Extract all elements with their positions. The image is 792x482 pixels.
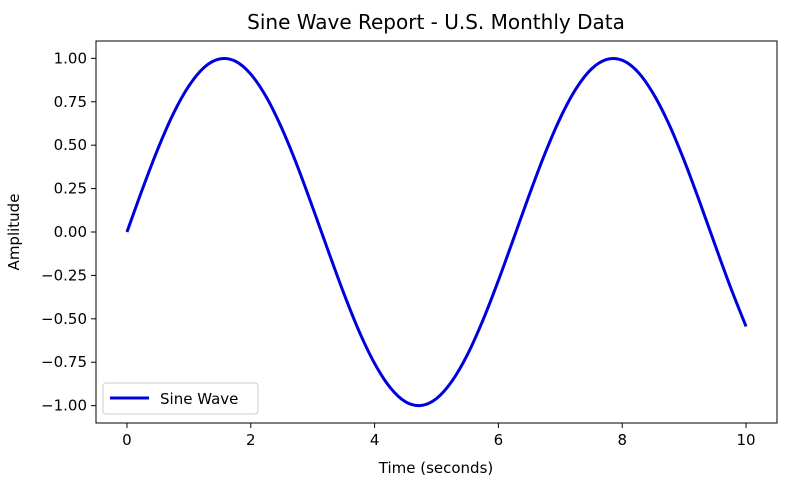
x-tick-label: 2: [246, 431, 256, 449]
y-axis: 1.00 0.75 0.50 0.25 0.00 −0.25 −0.50 −0.75 −1.00: [41, 49, 96, 415]
x-tick-label: 8: [617, 431, 627, 449]
y-tick-label: 0.00: [54, 223, 87, 241]
chart-title: Sine Wave Report - U.S. Monthly Data: [247, 10, 625, 34]
x-tick-label: 0: [122, 431, 132, 449]
y-tick-label: −0.50: [41, 310, 87, 328]
series-line-sine-wave: [125, 56, 748, 408]
y-tick-label: −1.00: [41, 397, 87, 415]
x-axis: 0 2 4 6 8 10: [122, 423, 756, 449]
x-tick-label: 4: [370, 431, 380, 449]
y-tick-label: 0.50: [54, 136, 87, 154]
plot-area: [125, 56, 748, 408]
legend-label-sine-wave: Sine Wave: [160, 390, 238, 408]
y-tick-label: −0.25: [41, 266, 87, 284]
y-axis-label: Amplitude: [5, 194, 23, 271]
x-tick-label: 6: [494, 431, 504, 449]
y-tick-label: 0.75: [54, 93, 87, 111]
legend-box: [102, 382, 259, 415]
x-tick-label: 10: [736, 431, 755, 449]
y-tick-label: 0.25: [54, 180, 87, 198]
y-tick-label: 1.00: [54, 49, 87, 67]
legend: Sine Wave: [102, 382, 259, 415]
axes-frame: [95, 40, 778, 424]
x-axis-label: Time (seconds): [378, 459, 494, 477]
y-tick-label: −0.75: [41, 353, 87, 371]
